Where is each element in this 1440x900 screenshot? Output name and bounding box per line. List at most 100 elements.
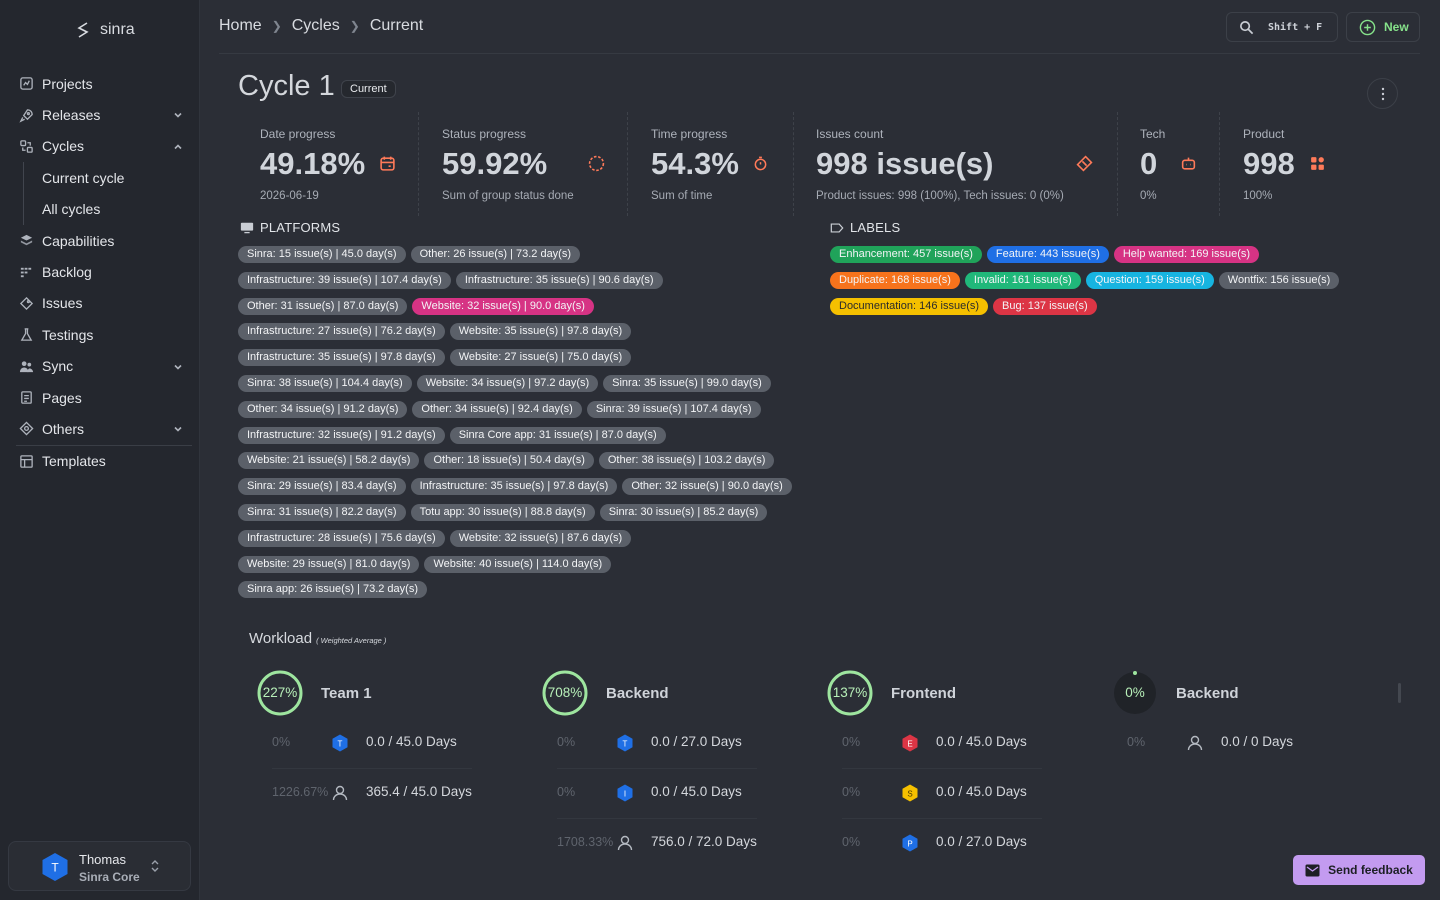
sidebar-item-testings[interactable]: Testings: [8, 319, 192, 350]
more-options-button[interactable]: [1367, 78, 1398, 109]
platform-pill[interactable]: Other: 31 issue(s) | 87.0 day(s): [238, 297, 408, 315]
team-name[interactable]: Backend: [1176, 685, 1239, 702]
label-row: Documentation: 146 issue(s) Bug: 137 issu…: [830, 297, 1390, 324]
platform-pill[interactable]: Infrastructure: 35 issue(s) | 97.8 day(s…: [238, 349, 445, 367]
platform-pill[interactable]: Sinra: 35 issue(s) | 99.0 day(s): [603, 374, 771, 392]
team-name[interactable]: Team 1: [321, 685, 372, 702]
sidebar-item-capabilities[interactable]: Capabilities: [8, 225, 192, 256]
platform-pill[interactable]: Infrastructure: 35 issue(s) | 90.6 day(s…: [455, 271, 663, 289]
tag-icon: [830, 222, 844, 233]
member-days: 365.4 / 45.0 Days: [366, 784, 472, 799]
chevron-up-icon[interactable]: [172, 141, 184, 153]
platforms-title: PLATFORMS: [260, 220, 341, 235]
platform-pill[interactable]: Infrastructure: 35 issue(s) | 97.8 day(s…: [410, 478, 618, 496]
platform-pill[interactable]: Sinra: 39 issue(s) | 107.4 day(s): [586, 400, 761, 418]
platform-pill[interactable]: Website: 32 issue(s) | 90.0 day(s): [412, 297, 594, 315]
new-button-label: New: [1384, 20, 1409, 34]
label-pill[interactable]: Wontfix: 156 issue(s): [1218, 271, 1340, 289]
workload-percent: 137%: [832, 685, 868, 700]
platform-pill[interactable]: Sinra: 15 issue(s) | 45.0 day(s): [238, 246, 406, 263]
label-pill[interactable]: Question: 159 issue(s): [1085, 271, 1214, 289]
svg-text:E: E: [907, 740, 912, 749]
workload-ring: [1114, 671, 1156, 714]
sidebar-item-pages[interactable]: Pages: [8, 382, 192, 413]
workload-subtitle: ( Weighted Average ): [316, 636, 387, 645]
team-name[interactable]: Frontend: [891, 685, 956, 702]
label-pill[interactable]: Enhancement: 457 issue(s): [830, 246, 982, 263]
platform-pill[interactable]: Website: 29 issue(s) | 81.0 day(s): [238, 555, 420, 573]
platform-pill[interactable]: Website: 35 issue(s) | 97.8 day(s): [449, 323, 632, 341]
platform-pill[interactable]: Website: 21 issue(s) | 58.2 day(s): [238, 452, 420, 470]
chevron-updown-icon[interactable]: [150, 858, 160, 874]
stat-label: Status progress: [442, 127, 527, 141]
label-pill[interactable]: Feature: 443 issue(s): [986, 246, 1109, 263]
sidebar-item-cycles[interactable]: Cycles: [8, 131, 192, 162]
platform-pill[interactable]: Infrastructure: 28 issue(s) | 75.6 day(s…: [238, 529, 445, 547]
chevron-down-icon[interactable]: [172, 109, 184, 121]
platform-pill[interactable]: Other: 18 issue(s) | 50.4 day(s): [424, 452, 594, 470]
app-logo[interactable]: sinra: [74, 20, 135, 40]
breadcrumb-home[interactable]: Home: [219, 17, 262, 34]
sidebar-item-others[interactable]: Others: [8, 413, 192, 444]
platform-pill[interactable]: Other: 38 issue(s) | 103.2 day(s): [598, 452, 775, 470]
platform-pill[interactable]: Other: 26 issue(s) | 73.2 day(s): [410, 246, 581, 263]
label-pill[interactable]: Help wanted: 169 issue(s): [1113, 246, 1260, 263]
stat-value: 59.92%: [442, 146, 548, 181]
platform-pill[interactable]: Sinra: 30 issue(s) | 85.2 day(s): [599, 503, 768, 521]
horizontal-scrollbar[interactable]: [1398, 683, 1401, 703]
label-pill[interactable]: Bug: 137 issue(s): [993, 297, 1097, 315]
search-button[interactable]: Shift + F: [1226, 12, 1338, 42]
platform-pill[interactable]: Other: 34 issue(s) | 91.2 day(s): [238, 400, 408, 418]
platform-pill[interactable]: Website: 27 issue(s) | 75.0 day(s): [449, 349, 632, 367]
sidebar-item-projects[interactable]: Projects: [8, 68, 192, 99]
platform-pill[interactable]: Website: 32 issue(s) | 87.6 day(s): [449, 529, 632, 547]
user-switcher[interactable]: T Thomas Sinra Core: [8, 841, 191, 891]
platform-pill[interactable]: Other: 34 issue(s) | 92.4 day(s): [412, 400, 582, 418]
platform-pill[interactable]: Sinra: 38 issue(s) | 104.4 day(s): [238, 374, 412, 392]
member-days: 756.0 / 72.0 Days: [651, 834, 757, 849]
member-percent: 0%: [557, 785, 576, 799]
platform-pill[interactable]: Website: 34 issue(s) | 97.2 day(s): [416, 374, 599, 392]
sidebar-item-label: Others: [42, 420, 85, 437]
chevron-down-icon[interactable]: [172, 361, 184, 373]
platform-pill[interactable]: Totu app: 30 issue(s) | 88.8 day(s): [410, 503, 595, 521]
platform-pill[interactable]: Infrastructure: 39 issue(s) | 107.4 day(…: [238, 271, 451, 289]
more-vertical-icon: [1381, 87, 1384, 100]
label-pill[interactable]: Documentation: 146 issue(s): [830, 297, 989, 315]
platform-pill[interactable]: Website: 40 issue(s) | 114.0 day(s): [424, 555, 612, 573]
platform-pill[interactable]: Other: 32 issue(s) | 90.0 day(s): [622, 478, 792, 496]
sidebar-item-current-cycle[interactable]: Current cycle: [8, 162, 192, 194]
platform-pill[interactable]: Sinra Core app: 31 issue(s) | 87.0 day(s…: [449, 426, 666, 444]
label-pill[interactable]: Invalid: 161 issue(s): [964, 271, 1081, 289]
label-pill[interactable]: Duplicate: 168 issue(s): [830, 271, 960, 289]
label-row: Enhancement: 457 issue(s) Feature: 443 is…: [830, 246, 1390, 272]
sidebar-item-all-cycles[interactable]: All cycles: [8, 193, 192, 226]
sidebar-item-label: All cycles: [42, 201, 101, 218]
sidebar-item-templates[interactable]: Templates: [8, 446, 192, 477]
new-button[interactable]: New: [1346, 12, 1420, 42]
workload-title-text: Workload: [249, 630, 313, 647]
send-feedback-button[interactable]: Send feedback: [1293, 855, 1425, 885]
platform-pill[interactable]: Sinra app: 26 issue(s) | 73.2 day(s): [238, 581, 427, 599]
chevron-down-icon[interactable]: [172, 423, 184, 435]
member-days: 0.0 / 45.0 Days: [651, 784, 742, 799]
sidebar-item-issues[interactable]: Issues: [8, 288, 192, 319]
platform-pill[interactable]: Sinra: 29 issue(s) | 83.4 day(s): [238, 478, 406, 496]
member-days: 0.0 / 27.0 Days: [936, 834, 1027, 849]
backlog-icon: [18, 264, 34, 280]
platform-row: Other: 31 issue(s) | 87.0 day(s) Website:…: [238, 297, 818, 324]
diamond-icon: [18, 295, 34, 311]
avatar: T: [42, 853, 68, 881]
sidebar-item-backlog[interactable]: Backlog: [8, 256, 192, 287]
team-name[interactable]: Backend: [606, 685, 669, 702]
member-avatar-icon: I: [617, 784, 633, 802]
platform-pill[interactable]: Infrastructure: 32 issue(s) | 91.2 day(s…: [238, 426, 445, 444]
robot-icon: [1181, 157, 1196, 170]
platform-pill[interactable]: Sinra: 31 issue(s) | 82.2 day(s): [238, 503, 406, 521]
workload-ring: [827, 670, 873, 716]
platform-pill[interactable]: Infrastructure: 27 issue(s) | 76.2 day(s…: [238, 323, 445, 341]
breadcrumb-cycles[interactable]: Cycles: [291, 17, 340, 34]
sidebar-item-releases[interactable]: Releases: [8, 99, 192, 130]
user-icon: [617, 835, 633, 851]
sidebar-item-sync[interactable]: Sync: [8, 351, 192, 382]
